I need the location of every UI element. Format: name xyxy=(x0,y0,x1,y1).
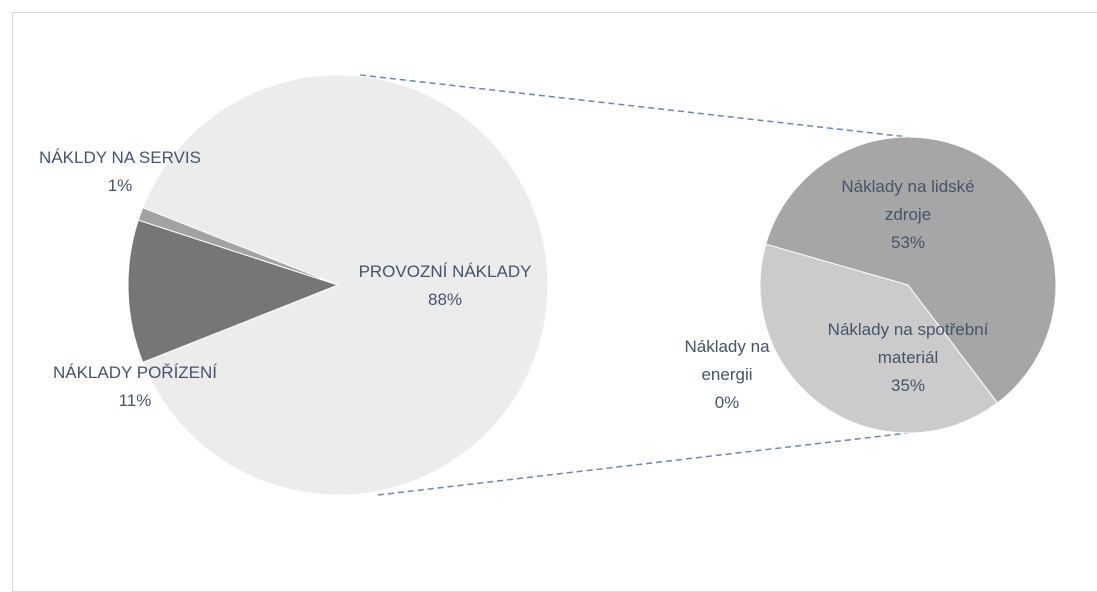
category-label: Náklady na lidské zdroje xyxy=(841,177,975,224)
value-label: 0% xyxy=(714,393,740,412)
value-label: 1% xyxy=(107,176,133,195)
pie-slice xyxy=(127,219,340,363)
pie-slice xyxy=(765,136,1057,404)
value-label: 11% xyxy=(118,391,152,410)
connector-line xyxy=(377,432,909,496)
slice-label: NÁKLADY POŘÍZENÍ 11% xyxy=(15,359,255,415)
chart: PROVOZNÍ NÁKLADY 88% NÁKLADY POŘÍZENÍ 11% NÁ… xyxy=(0,12,1097,592)
category-label: Náklady na spotřební materiál xyxy=(827,320,989,367)
category-label: Náklady na energii xyxy=(684,337,770,384)
pie-slice xyxy=(759,243,999,434)
slice-label: Náklady na spotřební materiál 35% xyxy=(826,316,991,400)
category-label: NÁKLDY NA SERVIS xyxy=(39,148,201,167)
slice-label: Náklady na energii 0% xyxy=(667,333,787,417)
connector-line xyxy=(359,74,909,138)
slice-label: PROVOZNÍ NÁKLADY 88% xyxy=(325,258,565,314)
slice-label: Náklady na lidské zdroje 53% xyxy=(821,173,996,257)
value-label: 88% xyxy=(427,290,463,309)
slice-label: NÁKLDY NA SERVIS 1% xyxy=(0,144,240,200)
value-label: 53% xyxy=(890,233,926,252)
pie-slice xyxy=(142,74,549,496)
plot xyxy=(127,74,1057,496)
category-label: PROVOZNÍ NÁKLADY xyxy=(358,262,532,281)
category-label: NÁKLADY POŘÍZENÍ xyxy=(52,363,218,382)
value-label: 35% xyxy=(890,376,926,395)
pie-slice xyxy=(765,244,908,285)
pie-slice xyxy=(137,207,339,286)
